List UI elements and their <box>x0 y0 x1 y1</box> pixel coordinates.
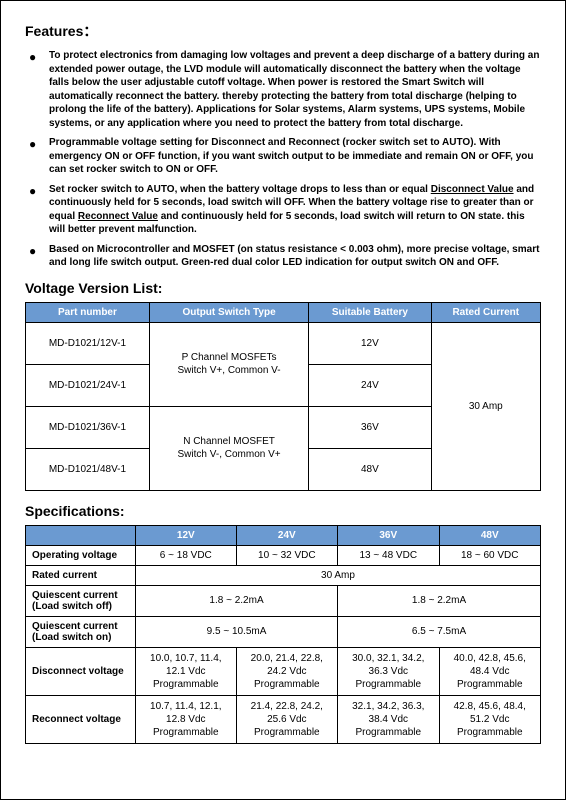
col-suitable-battery: Suitable Battery <box>309 302 431 322</box>
spec-val: 30.0, 32.1, 34.2,36.3 VdcProgrammable <box>338 647 439 695</box>
col-output-switch: Output Switch Type <box>149 302 308 322</box>
feature-item: To protect electronics from damaging low… <box>29 49 541 130</box>
battery: 12V <box>309 322 431 364</box>
feature-item: Set rocker switch to AUTO, when the batt… <box>29 183 541 237</box>
spec-val: 9.5 ~ 10.5mA <box>136 616 338 647</box>
spec-val: 6.5 ~ 7.5mA <box>338 616 541 647</box>
version-list-heading: Voltage Version List: <box>25 280 541 296</box>
spec-val: 10.0, 10.7, 11.4,12.1 VdcProgrammable <box>136 647 237 695</box>
switch-type-p: P Channel MOSFETsSwitch V+, Common V- <box>149 322 308 406</box>
spec-val: 1.8 ~ 2.2mA <box>136 585 338 616</box>
part-number: MD-D1021/36V-1 <box>26 406 150 448</box>
battery: 36V <box>309 406 431 448</box>
spec-val: 42.8, 45.6, 48.4,51.2 VdcProgrammable <box>439 695 541 743</box>
version-table: Part number Output Switch Type Suitable … <box>25 302 541 491</box>
spec-col: 12V <box>136 525 237 545</box>
spec-table: 12V 24V 36V 48V Operating voltage 6 ~ 18… <box>25 525 541 744</box>
feature-item: Programmable voltage setting for Disconn… <box>29 136 541 177</box>
battery: 24V <box>309 364 431 406</box>
row-label: Operating voltage <box>26 545 136 565</box>
spec-col: 48V <box>439 525 541 545</box>
spec-val: 32.1, 34.2, 36.3,38.4 VdcProgrammable <box>338 695 439 743</box>
spec-val: 30 Amp <box>136 565 541 585</box>
part-number: MD-D1021/24V-1 <box>26 364 150 406</box>
features-heading: Features： <box>25 21 541 41</box>
row-label: Rated current <box>26 565 136 585</box>
row-label: Reconnect voltage <box>26 695 136 743</box>
col-part-number: Part number <box>26 302 150 322</box>
spec-val: 40.0, 42.8, 45.6,48.4 VdcProgrammable <box>439 647 541 695</box>
battery: 48V <box>309 448 431 490</box>
spec-val: 10 ~ 32 VDC <box>236 545 337 565</box>
part-number: MD-D1021/12V-1 <box>26 322 150 364</box>
spec-col: 36V <box>338 525 439 545</box>
rated-current: 30 Amp <box>431 322 540 490</box>
spec-val: 1.8 ~ 2.2mA <box>338 585 541 616</box>
part-number: MD-D1021/48V-1 <box>26 448 150 490</box>
features-list: To protect electronics from damaging low… <box>25 49 541 270</box>
col-rated-current: Rated Current <box>431 302 540 322</box>
row-label: Quiescent current (Load switch on) <box>26 616 136 647</box>
spec-val: 21.4, 22.8, 24.2,25.6 VdcProgrammable <box>236 695 337 743</box>
specifications-heading: Specifications: <box>25 503 541 519</box>
spec-blank-header <box>26 525 136 545</box>
spec-val: 6 ~ 18 VDC <box>136 545 237 565</box>
feature-item: Based on Microcontroller and MOSFET (on … <box>29 243 541 270</box>
switch-type-n: N Channel MOSFETSwitch V-, Common V+ <box>149 406 308 490</box>
spec-col: 24V <box>236 525 337 545</box>
spec-val: 18 ~ 60 VDC <box>439 545 541 565</box>
row-label: Quiescent current (Load switch off) <box>26 585 136 616</box>
spec-val: 20.0, 21.4, 22.8,24.2 VdcProgrammable <box>236 647 337 695</box>
spec-val: 10.7, 11.4, 12.1,12.8 VdcProgrammable <box>136 695 237 743</box>
row-label: Disconnect voltage <box>26 647 136 695</box>
spec-val: 13 ~ 48 VDC <box>338 545 439 565</box>
